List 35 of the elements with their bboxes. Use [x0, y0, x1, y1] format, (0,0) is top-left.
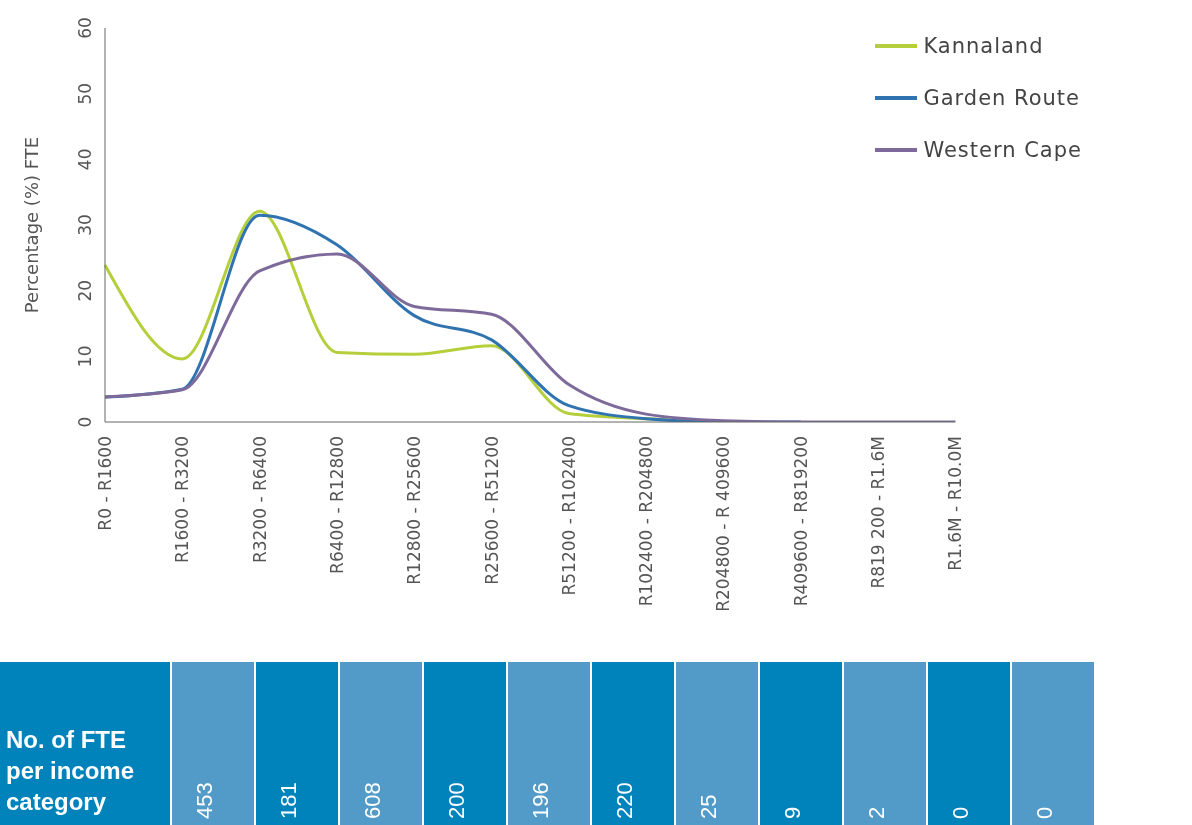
- x-tick-label: R0 - R1600: [95, 436, 115, 531]
- x-tick-label: R102400 - R204800: [636, 436, 657, 607]
- y-tick-label: 10: [75, 345, 95, 368]
- y-tick-label: 20: [75, 279, 95, 302]
- y-tick-label: 50: [75, 82, 95, 105]
- text: 2: [864, 806, 890, 819]
- text: No. of FTE per income category: [0, 662, 170, 825]
- x-tick-label: R25600 - R51200: [481, 436, 502, 585]
- x-tick-label: R12800 - R25600: [404, 436, 425, 585]
- text: 0: [1032, 806, 1058, 819]
- text: 608: [360, 782, 386, 819]
- y-tick-label: 60: [75, 17, 95, 39]
- text: 196: [528, 782, 554, 819]
- text: 220: [612, 782, 638, 819]
- text: 0: [948, 806, 974, 819]
- x-tick-label: R6400 - R12800: [326, 436, 347, 574]
- x-tick-label: R204800 - R 409600: [713, 436, 734, 612]
- y-tick-label: 30: [75, 214, 95, 236]
- legend-label: Garden Route: [923, 85, 1081, 112]
- x-tick-label: R51200 - R102400: [558, 436, 579, 596]
- x-tick-label: R819 200 - R1.6M: [868, 436, 889, 589]
- x-tick-label: R409600 - R819200: [790, 436, 811, 607]
- legend-label: Kannaland: [923, 33, 1044, 60]
- x-tick-label: R1.6M - R10.0M: [945, 436, 966, 571]
- text: 200: [444, 782, 470, 819]
- text: 181: [276, 782, 302, 819]
- y-tick-label: 40: [75, 148, 95, 171]
- y-axis-title: Percentage (%) FTE: [21, 136, 43, 314]
- legend-label: Western Cape: [923, 137, 1082, 164]
- y-tick-label: 0: [75, 416, 95, 428]
- x-tick-label: R1600 - R3200: [172, 436, 193, 564]
- x-tick-label: R3200 - R6400: [249, 436, 270, 564]
- text: 453: [192, 782, 218, 819]
- text: 9: [780, 806, 806, 819]
- text: 25: [696, 794, 722, 819]
